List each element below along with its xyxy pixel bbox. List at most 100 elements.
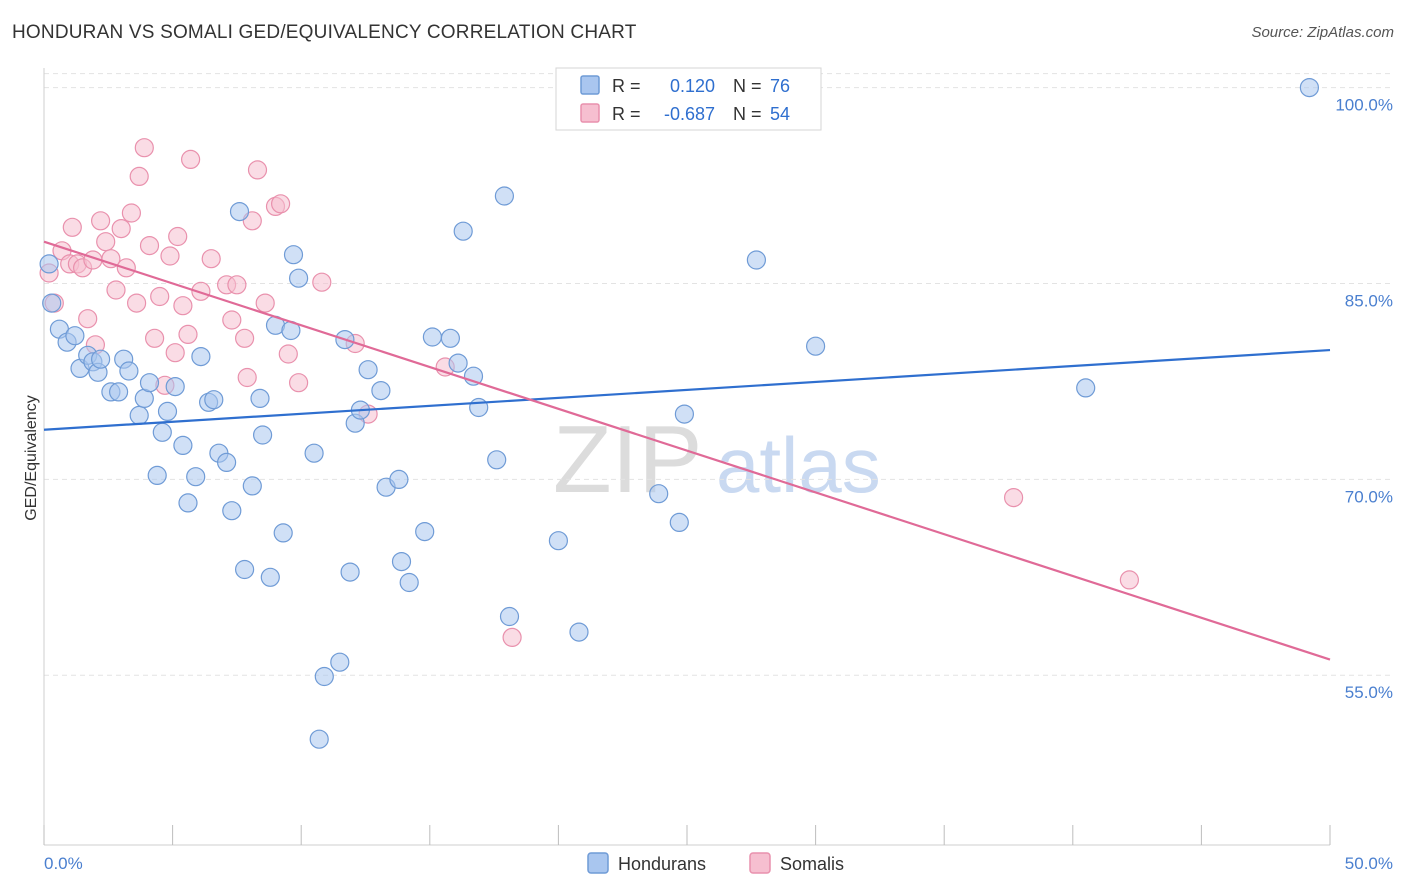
somali-point	[289, 373, 309, 393]
honduran-point	[253, 425, 273, 445]
legend-r-label-somalis: R =	[612, 104, 641, 124]
honduran-point	[1076, 378, 1096, 398]
somali-point	[1119, 570, 1140, 590]
honduran-point	[90, 349, 111, 369]
somali-point	[139, 236, 160, 256]
honduran-point	[273, 523, 293, 543]
honduran-point	[494, 186, 514, 206]
somali-point	[106, 280, 126, 300]
honduran-point	[440, 328, 460, 348]
somali-point	[78, 309, 98, 329]
legend-swatch-somalis	[580, 103, 600, 123]
somali-point	[90, 211, 111, 231]
honduran-point	[260, 567, 280, 587]
honduran-point	[422, 327, 442, 347]
somalis-points	[39, 138, 1140, 648]
honduran-point	[157, 401, 178, 421]
honduran-point	[569, 622, 589, 642]
honduran-point	[139, 373, 160, 393]
somali-point	[502, 627, 522, 648]
honduran-point	[289, 268, 309, 288]
somali-point	[96, 232, 116, 252]
series-legend-label-somalis: Somalis	[780, 854, 844, 874]
somali-point	[173, 296, 193, 316]
y-tick-label: 85.0%	[1345, 291, 1393, 310]
honduran-point	[204, 390, 224, 410]
honduran-point	[805, 336, 826, 356]
honduran-point	[217, 452, 237, 472]
honduran-point	[415, 521, 435, 542]
honduran-point	[65, 326, 85, 346]
honduran-point	[152, 422, 172, 442]
honduran-point	[453, 221, 473, 241]
legend-n-label-somalis: N =	[733, 104, 762, 124]
somali-point	[237, 367, 257, 388]
somali-point	[222, 310, 242, 330]
series-legend: Hondurans Somalis	[587, 852, 844, 874]
honduran-point	[487, 450, 507, 470]
honduran-point	[448, 353, 468, 373]
somali-point	[168, 226, 188, 247]
somali-point	[1003, 488, 1024, 508]
trend-lines	[43, 240, 1331, 661]
series-legend-swatch-hondurans	[587, 852, 609, 874]
honduran-point	[283, 245, 304, 265]
x-tick-label-min: 0.0%	[44, 854, 83, 873]
honduran-point	[178, 493, 198, 513]
x-tick-label-max: 50.0%	[1345, 854, 1393, 873]
honduran-point	[389, 469, 409, 489]
honduran-point	[371, 381, 391, 401]
somali-point	[271, 194, 291, 214]
honduran-point	[746, 250, 767, 270]
honduran-point	[399, 572, 419, 593]
somali-point	[101, 249, 121, 269]
somali-point	[178, 324, 198, 344]
chart-source: Source: ZipAtlas.com	[1251, 24, 1394, 41]
honduran-point	[548, 531, 569, 551]
honduran-point	[242, 476, 262, 496]
honduran-point	[147, 465, 167, 485]
honduran-point	[186, 467, 206, 487]
legend-r-value-hondurans: 0.120	[670, 76, 715, 96]
honduran-point	[358, 360, 378, 380]
honduran-point	[108, 382, 129, 402]
somali-point	[247, 160, 268, 180]
honduran-point	[669, 512, 689, 533]
x-ticks	[43, 825, 1331, 845]
hondurans-points	[39, 77, 1320, 749]
honduran-point	[191, 347, 211, 367]
y-tick-labels: 55.0% 70.0% 85.0% 100.0%	[1335, 96, 1393, 703]
legend-r-value-somalis: -0.687	[664, 104, 715, 124]
legend-swatch-hondurans	[580, 75, 600, 95]
series-legend-label-hondurans: Hondurans	[618, 854, 706, 874]
y-axis-label: GED/Equivalency	[23, 395, 40, 520]
honduran-point	[129, 405, 149, 425]
honduran-point	[250, 388, 270, 408]
somali-point	[278, 344, 298, 364]
somali-point	[191, 281, 211, 301]
somali-point	[111, 219, 131, 239]
somali-trend-line	[43, 240, 1331, 661]
somali-point	[160, 246, 180, 266]
somali-point	[62, 217, 82, 237]
somali-point	[255, 293, 275, 313]
honduran-trend-line	[43, 348, 1331, 431]
somali-point	[127, 293, 147, 313]
honduran-point	[119, 361, 139, 381]
watermark: ZIP atlas	[553, 406, 881, 513]
somali-point	[227, 275, 247, 295]
legend-r-label-hondurans: R =	[612, 76, 641, 96]
honduran-point	[222, 501, 242, 521]
honduran-point	[340, 562, 360, 582]
somali-point	[121, 203, 141, 223]
honduran-point	[469, 397, 489, 418]
honduran-point	[39, 254, 59, 274]
series-legend-swatch-somalis	[749, 852, 771, 874]
honduran-point	[165, 377, 185, 397]
y-tick-label: 70.0%	[1345, 487, 1393, 506]
somali-point	[235, 328, 255, 348]
somali-point	[134, 138, 154, 158]
y-tick-label: 55.0%	[1345, 683, 1393, 702]
